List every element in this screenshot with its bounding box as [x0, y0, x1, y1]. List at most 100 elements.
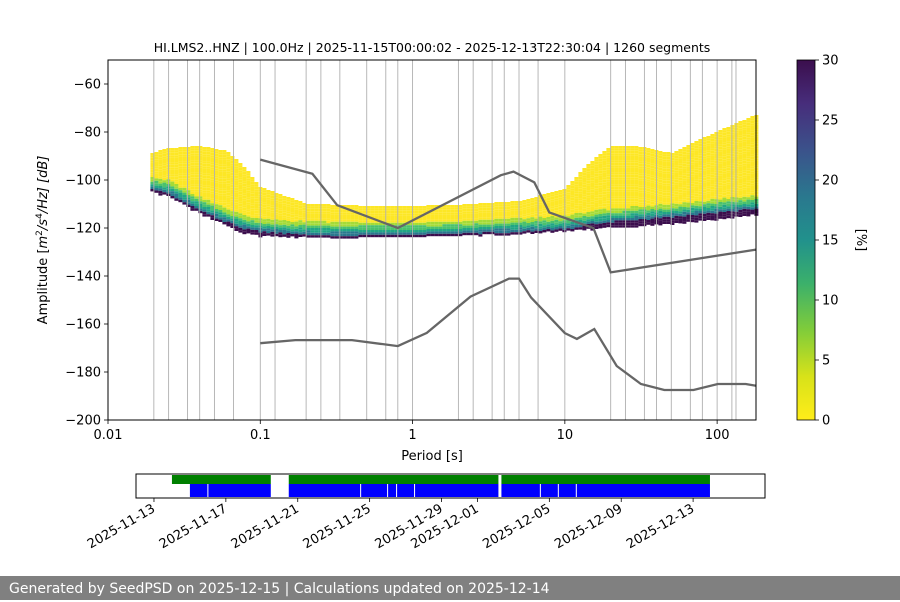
heatmap-cell [694, 196, 699, 199]
heatmap-cell [586, 188, 591, 191]
heatmap-cell [234, 185, 239, 188]
heatmap-cell [530, 200, 535, 203]
heatmap-cell [366, 206, 371, 209]
heatmap-cell [674, 187, 679, 190]
heatmap-cell [338, 233, 343, 237]
heatmap-cell [302, 219, 307, 223]
heatmap-cell [630, 208, 635, 211]
heatmap-cell [270, 219, 275, 223]
heatmap-cell [546, 217, 551, 220]
heatmap-cell [702, 177, 707, 181]
heatmap-cell [702, 189, 707, 193]
heatmap-cell [658, 201, 663, 204]
heatmap-cell [718, 151, 723, 154]
heatmap-cell [230, 172, 235, 176]
heatmap-cell [454, 212, 459, 215]
heatmap-cell [310, 223, 315, 226]
heatmap-cell [494, 223, 499, 226]
heatmap-cell [246, 219, 251, 222]
heatmap-cell [426, 226, 431, 229]
heatmap-cell [174, 157, 179, 160]
heatmap-cell [238, 184, 243, 187]
heatmap-cell [198, 150, 203, 154]
heatmap-cell [182, 202, 187, 205]
heatmap-cell [618, 215, 623, 218]
heatmap-cell [282, 196, 287, 199]
heatmap-cell [622, 179, 627, 182]
heatmap-cell [454, 217, 459, 220]
heatmap-cell [322, 235, 327, 238]
heatmap-cell [714, 158, 719, 161]
heatmap-cell [206, 163, 211, 167]
heatmap-cell [750, 209, 755, 212]
heatmap-cell [742, 213, 747, 216]
heatmap-cell [330, 214, 335, 217]
heatmap-cell [246, 199, 251, 203]
heatmap-cell [682, 185, 687, 188]
heatmap-cell [726, 160, 731, 163]
heatmap-cell [542, 196, 547, 199]
heatmap-cell [626, 162, 631, 166]
heatmap-cell [514, 217, 519, 221]
heatmap-cell [450, 229, 455, 232]
heatmap-cell [682, 221, 687, 224]
heatmap-cell [658, 165, 663, 168]
heatmap-cell [614, 162, 619, 166]
heatmap-cell [694, 203, 699, 206]
heatmap-cell [574, 201, 579, 204]
heatmap-cell [218, 181, 223, 184]
heatmap-cell [606, 181, 611, 184]
heatmap-cell [182, 190, 187, 193]
heatmap-cell [314, 208, 319, 212]
heatmap-cell [726, 199, 731, 202]
heatmap-cell [622, 213, 627, 216]
heatmap-cell [162, 158, 167, 161]
heatmap-cell [742, 132, 747, 135]
heatmap-cell [722, 202, 727, 205]
heatmap-cell [702, 139, 707, 142]
heatmap-cell [666, 185, 671, 188]
heatmap-cell [530, 198, 535, 201]
heatmap-cell [722, 209, 727, 212]
heatmap-cell [678, 149, 683, 152]
heatmap-cell [454, 229, 459, 232]
heatmap-cell [690, 167, 695, 170]
heatmap-cell [218, 164, 223, 167]
heatmap-cell [606, 188, 611, 192]
heatmap-cell [346, 231, 351, 234]
heatmap-cell [422, 222, 427, 226]
heatmap-cell [430, 217, 435, 220]
heatmap-cell [226, 192, 231, 196]
heatmap-cell [210, 208, 215, 211]
heatmap-cell [286, 225, 291, 229]
heatmap-cell [638, 207, 643, 210]
heatmap-cell [626, 155, 631, 158]
heatmap-cell [230, 184, 235, 188]
heatmap-cell [190, 162, 195, 166]
heatmap-cell [610, 148, 615, 151]
heatmap-cell [266, 190, 271, 193]
heatmap-cell [526, 230, 531, 233]
heatmap-cell [538, 228, 543, 231]
heatmap-cell [586, 202, 591, 205]
heatmap-cell [370, 232, 375, 235]
heatmap-cell [686, 190, 691, 193]
heatmap-cell [650, 153, 655, 157]
heatmap-cell [574, 217, 579, 221]
availability-green-segment [501, 475, 710, 484]
heatmap-cell [378, 232, 383, 235]
heatmap-cell [526, 223, 531, 226]
heatmap-cell [534, 225, 539, 229]
heatmap-cell [750, 132, 755, 136]
heatmap-cell [598, 154, 603, 157]
colorbar-tick-label: 5 [822, 354, 830, 369]
heatmap-cell [430, 231, 435, 234]
heatmap-cell [170, 164, 175, 168]
heatmap-cell [366, 220, 371, 223]
heatmap-cell [590, 189, 595, 193]
heatmap-cell [242, 193, 247, 196]
heatmap-cell [226, 202, 231, 205]
date-tick-label: 2025-12-13 [624, 501, 697, 552]
heatmap-cell [298, 203, 303, 206]
heatmap-cell [558, 228, 563, 231]
